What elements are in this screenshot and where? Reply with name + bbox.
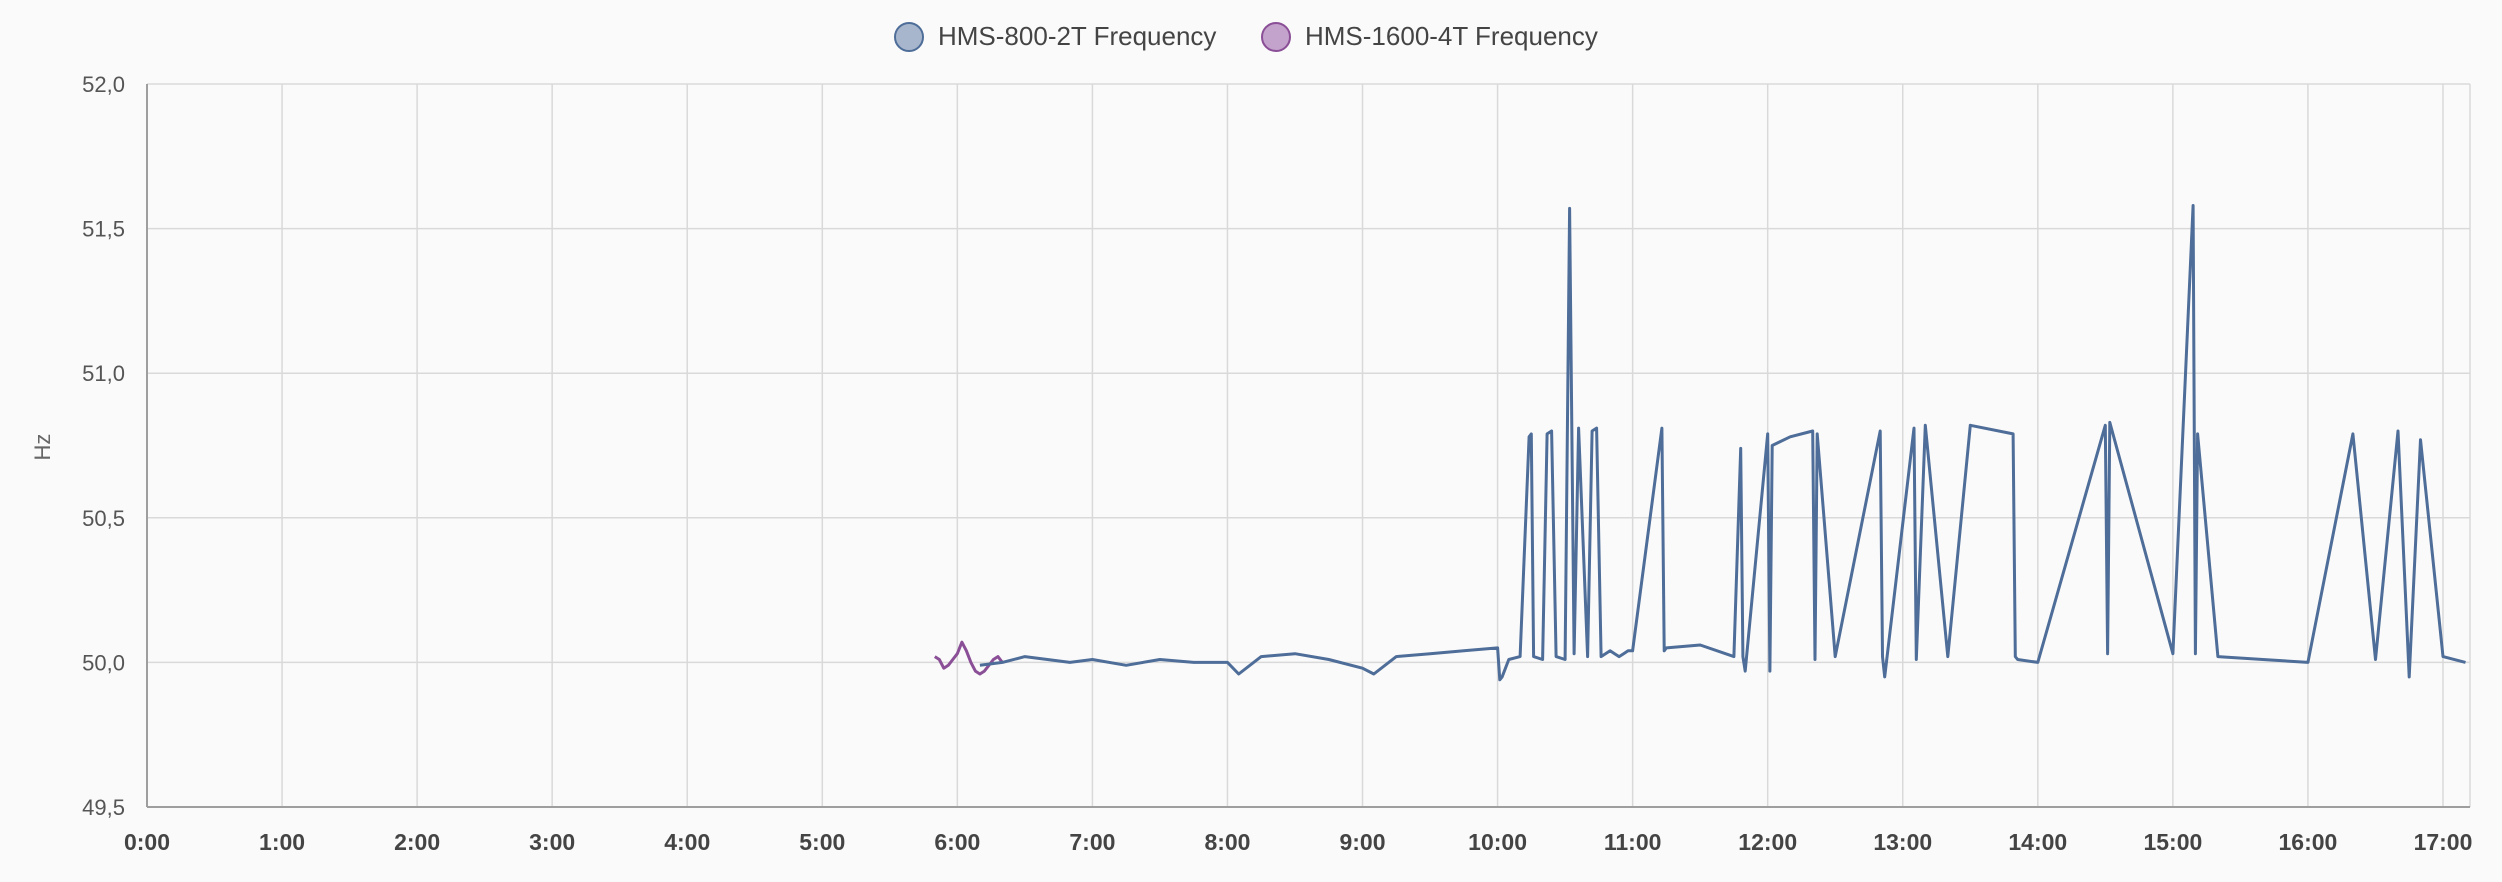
- x-tick-label: 2:00: [394, 829, 440, 855]
- legend-swatch-icon: [894, 22, 924, 52]
- y-tick-label: 50,5: [82, 506, 125, 531]
- y-tick-label: 51,0: [82, 361, 125, 386]
- x-tick-label: 12:00: [1738, 829, 1797, 855]
- chart-series: [933, 204, 2466, 682]
- y-tick-label: 52,0: [82, 72, 125, 97]
- y-tick-label: 49,5: [82, 795, 125, 820]
- x-tick-label: 1:00: [259, 829, 305, 855]
- x-tick-label: 9:00: [1339, 829, 1385, 855]
- x-tick-label: 13:00: [1873, 829, 1932, 855]
- series-line-hms-1600-4t-frequency: [933, 640, 1004, 676]
- legend-label: HMS-1600-4T Frequency: [1305, 21, 1598, 51]
- legend-label: HMS-800-2T Frequency: [938, 21, 1216, 51]
- x-tick-label: 0:00: [124, 829, 170, 855]
- legend-item[interactable]: HMS-1600-4T Frequency: [1261, 21, 1598, 52]
- x-tick-label: 3:00: [529, 829, 575, 855]
- x-tick-label: 6:00: [934, 829, 980, 855]
- chart-grid: [146, 83, 2471, 808]
- x-tick-label: 16:00: [2279, 829, 2338, 855]
- legend-swatch-icon: [1261, 22, 1291, 52]
- x-tick-label: 10:00: [1468, 829, 1527, 855]
- y-axis-label: Hz: [30, 434, 55, 461]
- x-tick-label: 14:00: [2008, 829, 2067, 855]
- x-tick-label: 4:00: [664, 829, 710, 855]
- y-tick-label: 50,0: [82, 650, 125, 675]
- series-line-hms-800-2t-frequency: [979, 204, 2466, 682]
- x-tick-label: 7:00: [1069, 829, 1115, 855]
- legend-item[interactable]: HMS-800-2T Frequency: [894, 21, 1216, 52]
- x-tick-label: 17:00: [2414, 829, 2473, 855]
- y-axis: 49,5 50,0 50,5 51,0 51,5 52,0: [82, 72, 148, 820]
- x-tick-label: 15:00: [2143, 829, 2202, 855]
- x-axis: 0:00 1:00 2:00 3:00 4:00 5:00 6:00 7:00 8:00 9:00…: [124, 806, 2473, 855]
- y-tick-label: 51,5: [82, 217, 125, 242]
- x-tick-label: 8:00: [1204, 829, 1250, 855]
- chart-legend: HMS-800-2T Frequency HMS-1600-4T Frequenc…: [894, 21, 1598, 52]
- x-tick-label: 5:00: [799, 829, 845, 855]
- x-tick-label: 11:00: [1604, 829, 1662, 855]
